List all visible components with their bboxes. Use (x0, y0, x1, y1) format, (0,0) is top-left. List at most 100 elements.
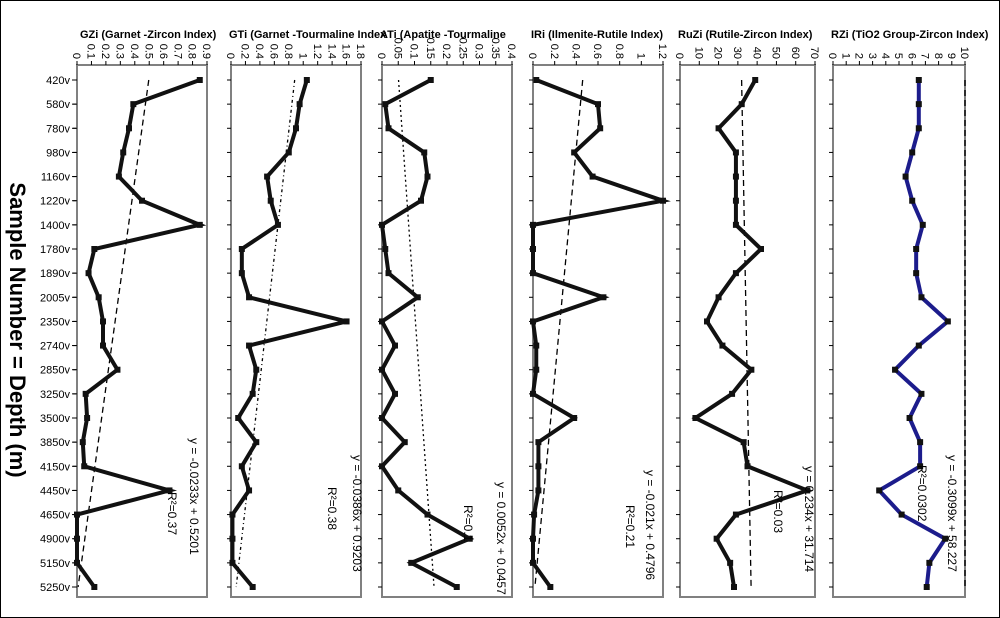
x-tick-label: 0.35 (489, 38, 501, 59)
trend-equation: y = -0.0386x + 0.9203 (350, 455, 364, 572)
sample-label: 1220v (40, 196, 70, 208)
data-point (719, 342, 726, 349)
data-point (81, 463, 88, 470)
x-tick-label: 6 (905, 53, 917, 59)
panel-title: IRi (Ilmenite-Rutile Index) (531, 29, 663, 41)
data-point (600, 294, 607, 301)
data-point (944, 318, 951, 325)
trend-line (77, 79, 150, 588)
sample-label: 1400v (40, 220, 70, 232)
data-point (917, 463, 924, 470)
x-tick-label: 0.05 (391, 38, 403, 59)
sample-label: 2005v (40, 292, 70, 304)
data-point (535, 487, 542, 494)
data-point (713, 535, 720, 542)
data-point (382, 101, 389, 108)
data-point (385, 270, 392, 277)
data-point (466, 535, 473, 542)
data-point (253, 366, 260, 373)
data-point (249, 390, 256, 397)
x-tick-label: 0.6 (591, 44, 603, 59)
x-tick-label: 1.2 (311, 44, 323, 59)
sample-label: 5150v (40, 558, 70, 570)
data-point (748, 366, 755, 373)
r-squared-label: R²=0.37 (165, 492, 179, 535)
x-tick-label: 0.2 (239, 44, 251, 59)
data-point (533, 342, 540, 349)
r-squared-label: R²=0.1 (461, 505, 475, 542)
data-point (727, 559, 734, 566)
data-point (919, 221, 926, 228)
x-tick-label: 0.4 (505, 44, 517, 59)
sample-label: 5250v (40, 582, 70, 594)
data-point (253, 439, 260, 446)
x-tick-label: 8 (932, 53, 944, 59)
data-point (293, 125, 299, 132)
data-point (530, 318, 536, 325)
sample-label: 2740v (40, 341, 70, 353)
data-point (130, 101, 137, 108)
data-point (732, 197, 739, 204)
data-point (453, 584, 460, 590)
panel-border (76, 64, 208, 598)
series-line (230, 79, 348, 589)
panel-border (230, 64, 362, 598)
data-point (264, 173, 271, 180)
data-point (704, 318, 710, 325)
data-point (84, 415, 91, 421)
x-tick-label: 3 (866, 53, 878, 59)
r-squared-label: R²=0.03 (771, 490, 785, 533)
sample-label: 580v (46, 99, 70, 111)
data-point (427, 77, 434, 83)
data-point (898, 511, 905, 518)
data-point (379, 221, 385, 228)
data-point (732, 511, 739, 518)
x-tick-label: 30 (731, 47, 743, 59)
data-point (229, 559, 236, 566)
data-point (246, 294, 253, 301)
y-axis-label: Sample Number = Depth (m) (5, 182, 30, 477)
x-tick-label: 0.3 (113, 44, 125, 59)
data-point (915, 101, 922, 108)
data-point (95, 294, 102, 301)
data-point (804, 487, 811, 494)
x-tick-label: 0.8 (282, 44, 294, 59)
data-point (414, 294, 421, 301)
data-point (343, 318, 350, 325)
data-point (74, 559, 80, 566)
data-point (424, 511, 431, 518)
data-point (571, 415, 578, 421)
data-point (100, 342, 106, 349)
data-point (379, 415, 385, 421)
data-point (120, 149, 127, 156)
x-tick-label: 0.15 (424, 38, 436, 59)
data-point (595, 101, 601, 108)
sample-label: 1890v (40, 268, 70, 280)
data-point (408, 559, 415, 566)
data-point (533, 366, 540, 373)
data-point (530, 535, 536, 542)
data-point (82, 390, 89, 397)
data-point (892, 366, 899, 373)
data-point (79, 439, 86, 446)
panel-4: IRi (Ilmenite-Rutile Index) 0 0.2 0.4 0.6 0.8… (526, 29, 671, 598)
data-point (267, 197, 274, 204)
data-point (196, 77, 203, 83)
x-tick-label: 7 (919, 53, 931, 59)
data-point (915, 125, 922, 132)
data-point (660, 197, 666, 204)
data-point (571, 149, 578, 156)
x-tick-label: 0.2 (548, 44, 560, 59)
data-point (915, 77, 922, 83)
data-point (196, 221, 203, 228)
data-point (229, 511, 236, 518)
data-point (732, 149, 739, 156)
panel-border (381, 64, 513, 598)
data-point (238, 463, 245, 470)
x-tick-label: 10 (958, 47, 970, 59)
data-point (535, 463, 542, 470)
data-point (732, 221, 739, 228)
data-point (385, 125, 392, 132)
data-point (902, 173, 909, 180)
data-point (715, 125, 722, 132)
